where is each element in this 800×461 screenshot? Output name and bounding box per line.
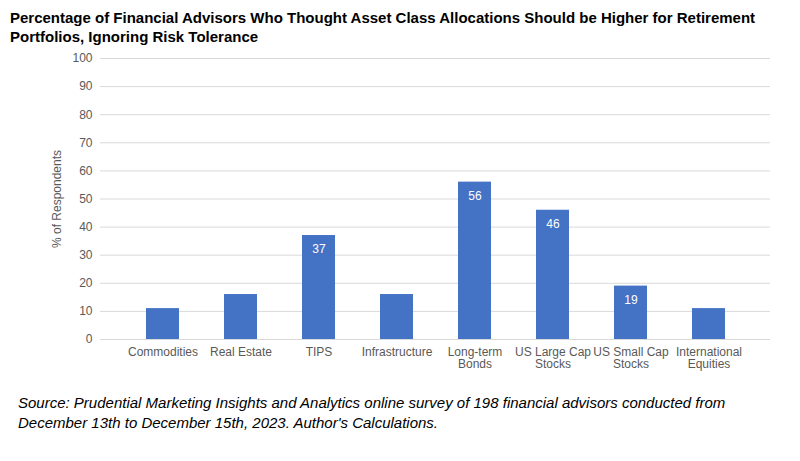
svg-text:TIPS: TIPS — [306, 345, 333, 359]
svg-text:80: 80 — [79, 108, 93, 122]
svg-text:30: 30 — [79, 248, 93, 262]
svg-text:10: 10 — [79, 304, 93, 318]
svg-text:Real Estate: Real Estate — [210, 345, 272, 359]
svg-text:Commodities: Commodities — [128, 345, 198, 359]
svg-text:50: 50 — [79, 192, 93, 206]
svg-text:100: 100 — [72, 51, 92, 65]
svg-text:90: 90 — [79, 79, 93, 93]
svg-text:InternationalEquities: InternationalEquities — [676, 345, 742, 371]
svg-text:60: 60 — [79, 164, 93, 178]
html-text:Percentage of Financial Adviso: Percentage of Financial Advisors Who Tho… — [10, 9, 756, 45]
svg-text:37: 37 — [312, 242, 326, 256]
svg-text:US Small CapStocks: US Small CapStocks — [593, 345, 669, 371]
svg-text:% of Respondents: % of Respondents — [50, 150, 64, 248]
svg-text:Long-termBonds: Long-termBonds — [448, 345, 503, 371]
svg-text:70: 70 — [79, 136, 93, 150]
svg-text:20: 20 — [79, 276, 93, 290]
html-text:Source: Prudential Marketing I: Source: Prudential Marketing Insights an… — [18, 394, 726, 431]
svg-text:19: 19 — [624, 293, 638, 307]
svg-text:40: 40 — [79, 220, 93, 234]
svg-text:0: 0 — [86, 332, 93, 346]
svg-text:US Large CapStocks: US Large CapStocks — [515, 345, 591, 371]
svg-text:46: 46 — [546, 217, 560, 231]
svg-text:56: 56 — [468, 189, 482, 203]
svg-text:Infrastructure: Infrastructure — [362, 345, 433, 359]
